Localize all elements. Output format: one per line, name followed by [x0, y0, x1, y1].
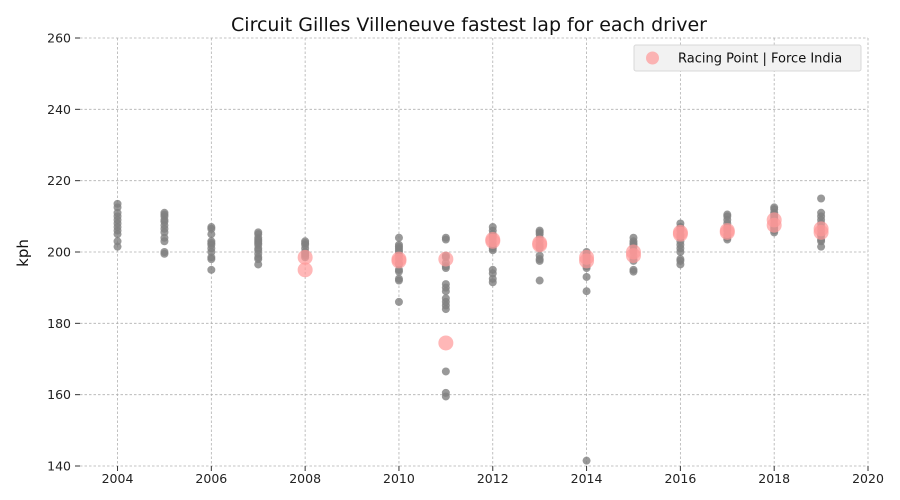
legend: Racing Point | Force India — [633, 44, 862, 72]
driver-lap-point — [676, 248, 685, 256]
racing-point-lap-point — [532, 235, 548, 251]
driver-lap-point — [535, 276, 544, 285]
driver-lap-point — [629, 267, 638, 276]
racing-point-lap-point — [438, 335, 454, 351]
driver-lap-point — [676, 260, 685, 269]
legend-label-racing-point: Racing Point | Force India — [678, 52, 842, 67]
x-tick-label: 2014 — [571, 471, 603, 486]
x-tick-label: 2016 — [664, 471, 696, 486]
driver-lap-point — [441, 305, 450, 314]
racing-point-lap-point — [297, 249, 313, 265]
y-tick-label: 220 — [47, 173, 71, 188]
legend-marker-racing-point — [646, 51, 659, 65]
driver-lap-point — [817, 194, 826, 203]
x-tick-label: 2020 — [852, 471, 884, 486]
legend-box — [633, 44, 862, 72]
driver-lap-point — [207, 230, 216, 239]
x-tick-label: 2010 — [383, 471, 415, 486]
driver-lap-point — [582, 287, 591, 296]
driver-lap-point — [582, 456, 591, 465]
grid — [80, 37, 869, 467]
driver-lap-point — [582, 272, 591, 281]
driver-lap-point — [113, 230, 122, 239]
racing-point-lap-point — [625, 248, 641, 264]
driver-lap-point — [817, 242, 826, 251]
racing-point-lap-point — [438, 251, 454, 267]
driver-lap-point — [160, 249, 169, 258]
racing-point-lap-point — [485, 233, 501, 249]
driver-lap-point — [113, 242, 122, 251]
x-tick-label: 2004 — [102, 471, 134, 486]
x-tick-label: 2006 — [195, 471, 227, 486]
y-tick-label: 240 — [47, 102, 71, 117]
data-points — [113, 194, 829, 465]
driver-lap-point — [441, 392, 450, 401]
y-tick-label: 200 — [47, 245, 71, 260]
y-tick-label: 160 — [47, 387, 71, 402]
driver-lap-point — [441, 287, 450, 296]
x-tick-label: 2008 — [289, 471, 321, 486]
driver-lap-point — [441, 235, 450, 244]
racing-point-lap-point — [719, 224, 735, 240]
driver-lap-point — [160, 237, 169, 246]
racing-point-lap-point — [297, 262, 313, 278]
tick-labels: 140 160 180 200 220 240 260 2004 2006 2008 2010 201… — [47, 31, 884, 487]
driver-lap-point — [207, 255, 216, 264]
racing-point-lap-point — [579, 253, 595, 269]
driver-lap-point — [394, 233, 403, 242]
y-tick-label: 180 — [47, 316, 71, 331]
driver-lap-point — [394, 276, 403, 285]
driver-lap-point — [394, 267, 403, 276]
y-tick-label: 260 — [47, 31, 71, 46]
driver-lap-point — [254, 260, 263, 269]
chart-title: Circuit Gilles Villeneuve fastest lap fo… — [231, 14, 707, 36]
y-axis-label: kph — [14, 239, 32, 267]
driver-lap-point — [394, 297, 403, 306]
racing-point-lap-point — [672, 224, 688, 240]
driver-lap-point — [535, 256, 544, 265]
racing-point-lap-point — [766, 217, 782, 233]
racing-point-lap-point — [391, 253, 407, 269]
x-tick-label: 2012 — [477, 471, 509, 486]
driver-lap-point — [441, 367, 450, 376]
driver-lap-point — [488, 278, 497, 287]
y-tick-label: 140 — [47, 459, 71, 474]
x-tick-label: 2018 — [758, 471, 790, 486]
driver-lap-point — [207, 265, 216, 274]
racing-point-lap-point — [813, 224, 829, 240]
